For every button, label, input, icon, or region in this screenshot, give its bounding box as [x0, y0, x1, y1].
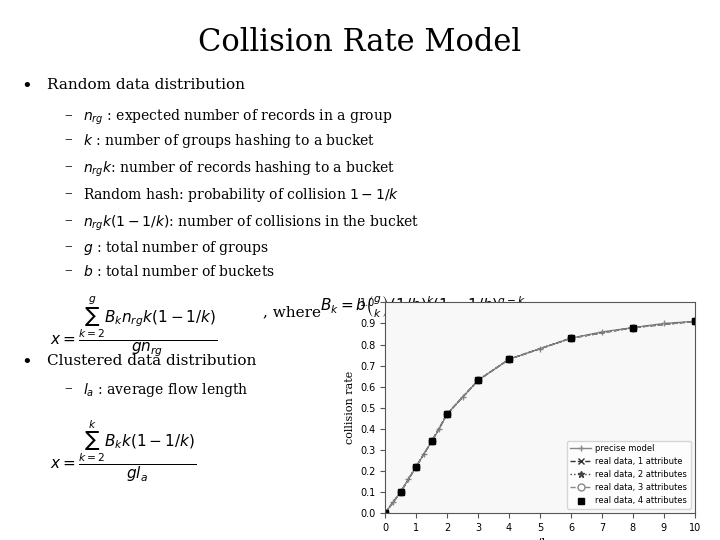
real data, 3 attributes: [629, 325, 637, 331]
real data, 1 attribute: [567, 335, 575, 341]
precise model: [404, 476, 413, 483]
real data, 2 attributes: [690, 318, 699, 325]
Text: •: •: [22, 354, 32, 372]
Text: Random hash: probability of collision $1 - 1/k$: Random hash: probability of collision $1…: [83, 186, 399, 204]
Legend: precise model, real data, 1 attribute, real data, 2 attributes, real data, 3 att: precise model, real data, 1 attribute, r…: [567, 441, 690, 509]
real data, 4 attributes: [381, 510, 390, 516]
real data, 3 attributes: [505, 356, 513, 362]
Text: $l_a$ : average flow length: $l_a$ : average flow length: [83, 381, 248, 399]
Text: –: –: [65, 213, 73, 227]
Line: real data, 1 attribute: real data, 1 attribute: [382, 318, 698, 516]
Text: –: –: [65, 186, 73, 200]
Line: real data, 4 attributes: real data, 4 attributes: [382, 318, 698, 516]
real data, 4 attributes: [474, 377, 482, 383]
real data, 2 attributes: [381, 510, 390, 516]
precise model: [397, 489, 405, 495]
Text: Random data distribution: Random data distribution: [47, 78, 245, 92]
Text: $n_{rg}$ : expected number of records in a group: $n_{rg}$ : expected number of records in…: [83, 108, 392, 127]
real data, 4 attributes: [428, 438, 436, 444]
real data, 1 attribute: [381, 510, 390, 516]
Text: Clustered data distribution: Clustered data distribution: [47, 354, 256, 368]
precise model: [435, 426, 444, 432]
real data, 1 attribute: [629, 325, 637, 331]
real data, 2 attributes: [443, 411, 451, 417]
precise model: [598, 329, 606, 335]
real data, 4 attributes: [690, 318, 699, 325]
Text: –: –: [65, 108, 73, 122]
real data, 2 attributes: [567, 335, 575, 341]
Text: –: –: [65, 159, 73, 173]
real data, 3 attributes: [381, 510, 390, 516]
Text: $B_k = b\binom{g}{k}(1/b)^k(1-1/b)^{g-k}$: $B_k = b\binom{g}{k}(1/b)^k(1-1/b)^{g-k}…: [320, 294, 527, 320]
Text: –: –: [65, 239, 73, 253]
precise model: [505, 356, 513, 362]
Text: Collision Rate Model: Collision Rate Model: [199, 27, 521, 58]
real data, 1 attribute: [690, 318, 699, 325]
precise model: [567, 335, 575, 341]
X-axis label: g/b: g/b: [530, 538, 550, 540]
real data, 2 attributes: [629, 325, 637, 331]
precise model: [412, 463, 420, 470]
real data, 2 attributes: [428, 438, 436, 444]
precise model: [629, 325, 637, 331]
real data, 1 attribute: [474, 377, 482, 383]
precise model: [389, 499, 397, 505]
precise model: [536, 346, 544, 352]
real data, 3 attributes: [428, 438, 436, 444]
precise model: [660, 320, 668, 327]
real data, 4 attributes: [412, 463, 420, 470]
Text: $b$ : total number of buckets: $b$ : total number of buckets: [83, 264, 275, 279]
real data, 1 attribute: [443, 411, 451, 417]
real data, 3 attributes: [474, 377, 482, 383]
real data, 2 attributes: [505, 356, 513, 362]
real data, 4 attributes: [397, 489, 405, 495]
precise model: [428, 438, 436, 444]
real data, 4 attributes: [629, 325, 637, 331]
Text: •: •: [22, 78, 32, 96]
Text: $x = \dfrac{\sum_{k=2}^{k} B_k k(1-1/k)}{g l_a}$: $x = \dfrac{\sum_{k=2}^{k} B_k k(1-1/k)}…: [50, 418, 197, 484]
real data, 2 attributes: [412, 463, 420, 470]
precise model: [443, 411, 451, 417]
Y-axis label: collision rate: collision rate: [345, 371, 354, 444]
Text: $n_{rg}k$: number of records hashing to a bucket: $n_{rg}k$: number of records hashing to …: [83, 159, 395, 179]
Text: $x = \dfrac{\sum_{k=2}^{g} B_k n_{rg} k(1-1/k)}{g n_{rg}}$: $x = \dfrac{\sum_{k=2}^{g} B_k n_{rg} k(…: [50, 294, 218, 358]
Text: $n_{rg}k(1-1/k)$: number of collisions in the bucket: $n_{rg}k(1-1/k)$: number of collisions i…: [83, 213, 419, 233]
real data, 3 attributes: [412, 463, 420, 470]
Text: –: –: [65, 132, 73, 146]
real data, 1 attribute: [505, 356, 513, 362]
real data, 4 attributes: [505, 356, 513, 362]
Text: $k$ : number of groups hashing to a bucket: $k$ : number of groups hashing to a buck…: [83, 132, 375, 150]
real data, 3 attributes: [397, 489, 405, 495]
real data, 2 attributes: [397, 489, 405, 495]
real data, 4 attributes: [443, 411, 451, 417]
Line: real data, 3 attributes: real data, 3 attributes: [382, 318, 698, 516]
real data, 1 attribute: [397, 489, 405, 495]
real data, 1 attribute: [428, 438, 436, 444]
precise model: [474, 377, 482, 383]
Text: –: –: [65, 264, 73, 278]
real data, 4 attributes: [567, 335, 575, 341]
precise model: [420, 451, 428, 457]
Line: precise model: precise model: [382, 318, 698, 516]
real data, 2 attributes: [474, 377, 482, 383]
Text: $g$ : total number of groups: $g$ : total number of groups: [83, 239, 269, 256]
real data, 3 attributes: [690, 318, 699, 325]
precise model: [381, 510, 390, 516]
Text: –: –: [65, 381, 73, 395]
real data, 1 attribute: [412, 463, 420, 470]
real data, 3 attributes: [443, 411, 451, 417]
real data, 3 attributes: [567, 335, 575, 341]
precise model: [459, 394, 467, 401]
Text: , where: , where: [263, 305, 321, 319]
precise model: [690, 318, 699, 325]
Line: real data, 2 attributes: real data, 2 attributes: [382, 318, 698, 516]
